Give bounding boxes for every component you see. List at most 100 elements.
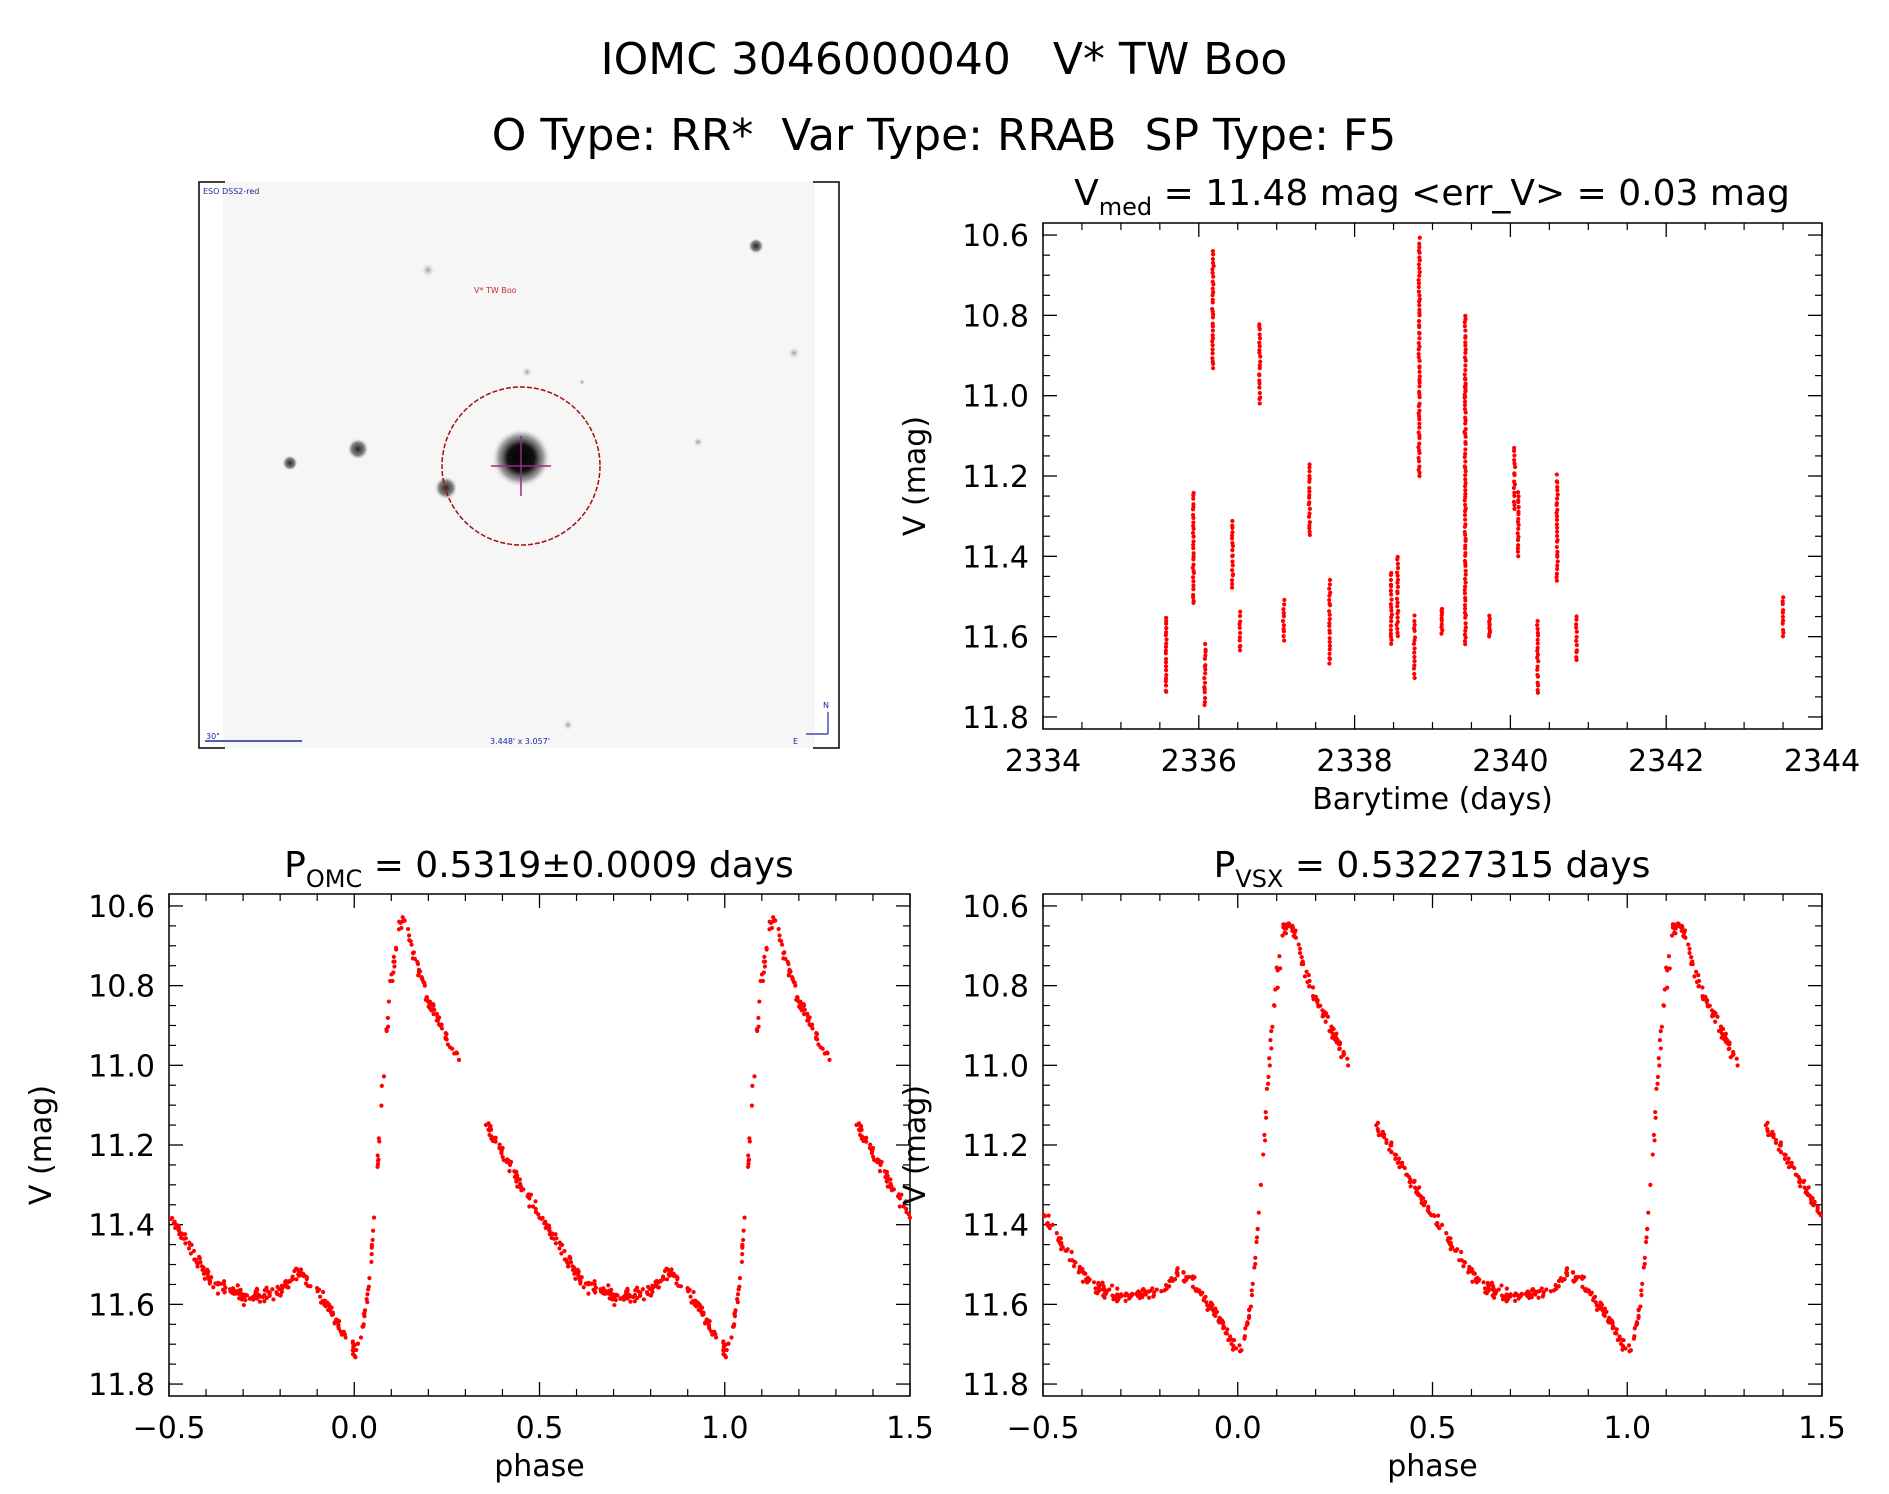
data-point bbox=[1230, 581, 1235, 587]
data-point bbox=[604, 1291, 609, 1296]
data-point bbox=[1505, 1292, 1510, 1297]
data-point bbox=[864, 1135, 869, 1140]
data-point bbox=[1516, 512, 1521, 517]
data-point bbox=[1163, 664, 1169, 669]
data-point bbox=[1417, 258, 1422, 263]
data-point bbox=[209, 1275, 214, 1280]
data-point bbox=[824, 1050, 830, 1055]
data-point bbox=[1202, 664, 1208, 669]
data-point bbox=[632, 1292, 638, 1298]
data-point bbox=[334, 1319, 339, 1324]
data-point bbox=[1388, 631, 1394, 636]
data-point bbox=[1416, 445, 1421, 450]
data-point bbox=[1536, 1295, 1541, 1300]
data-point bbox=[525, 1194, 530, 1199]
data-point bbox=[1417, 324, 1422, 330]
data-point bbox=[1555, 559, 1560, 564]
data-point bbox=[1417, 380, 1422, 385]
data-point bbox=[1541, 1292, 1546, 1298]
data-point bbox=[1773, 1140, 1779, 1146]
data-point bbox=[1606, 1317, 1611, 1322]
data-point bbox=[1535, 637, 1540, 642]
data-point bbox=[1237, 635, 1242, 640]
data-point bbox=[215, 1291, 221, 1296]
data-point bbox=[1389, 1149, 1394, 1154]
data-point bbox=[1388, 634, 1394, 639]
x-tick-label: 1.0 bbox=[1603, 1411, 1651, 1446]
data-point bbox=[721, 1344, 726, 1350]
data-point bbox=[351, 1344, 356, 1350]
data-point bbox=[764, 947, 769, 952]
data-point bbox=[1450, 1245, 1455, 1250]
data-point bbox=[1535, 626, 1540, 632]
data-point bbox=[570, 1267, 576, 1273]
data-point bbox=[1512, 461, 1517, 466]
data-point bbox=[777, 933, 782, 938]
data-point bbox=[1463, 347, 1468, 352]
y-tick-label: 11.2 bbox=[962, 460, 1029, 495]
data-point bbox=[1621, 1338, 1626, 1343]
phase-vsx-chart: PVSX = 0.53227315 days −0.5 0.0 0.5 1.0 1.5 10… bbox=[898, 845, 1846, 1484]
data-point bbox=[1146, 1295, 1152, 1300]
compass-icon: N E bbox=[793, 701, 829, 746]
data-point bbox=[497, 1142, 502, 1147]
data-point bbox=[709, 1329, 714, 1334]
data-point bbox=[1689, 955, 1694, 960]
data-point bbox=[1463, 328, 1468, 333]
data-point bbox=[1437, 1225, 1442, 1231]
data-point bbox=[1395, 604, 1400, 609]
data-point bbox=[1786, 1156, 1791, 1161]
data-point bbox=[1626, 1343, 1632, 1348]
data-point bbox=[1412, 671, 1417, 677]
data-point bbox=[1197, 1288, 1202, 1293]
data-point bbox=[1535, 618, 1540, 624]
data-point bbox=[320, 1298, 325, 1304]
data-point bbox=[443, 1035, 448, 1041]
data-point bbox=[1462, 1260, 1468, 1265]
data-point bbox=[1512, 445, 1517, 451]
data-point bbox=[722, 1348, 727, 1353]
data-point bbox=[1091, 1280, 1097, 1285]
data-point bbox=[1299, 955, 1304, 960]
data-point bbox=[1252, 1265, 1257, 1270]
data-point bbox=[1439, 1222, 1445, 1227]
data-point bbox=[1470, 1279, 1475, 1284]
data-point bbox=[1617, 1334, 1622, 1339]
data-point bbox=[1780, 614, 1785, 619]
data-point bbox=[790, 976, 795, 981]
data-point bbox=[669, 1267, 674, 1272]
data-point bbox=[1280, 933, 1285, 938]
data-point bbox=[241, 1302, 246, 1308]
data-point bbox=[1384, 1140, 1389, 1146]
data-point bbox=[1620, 1343, 1626, 1348]
data-point bbox=[1389, 619, 1394, 624]
data-point bbox=[406, 933, 412, 938]
data-point bbox=[740, 1242, 745, 1248]
data-point bbox=[1163, 679, 1168, 684]
data-point bbox=[419, 976, 425, 981]
data-point bbox=[1115, 1292, 1121, 1297]
data-point bbox=[203, 1270, 209, 1275]
data-point bbox=[581, 1285, 586, 1290]
data-point bbox=[1389, 641, 1394, 646]
data-point bbox=[1110, 1293, 1115, 1298]
data-point bbox=[1462, 603, 1468, 608]
data-point bbox=[557, 1246, 562, 1251]
data-point bbox=[1504, 1296, 1510, 1301]
data-point bbox=[1394, 570, 1400, 575]
figure-subtitle: O Type: RR* Var Type: RRAB SP Type: F5 bbox=[492, 110, 1396, 161]
data-point bbox=[1555, 554, 1560, 559]
data-point bbox=[1425, 1208, 1431, 1213]
data-point bbox=[1229, 585, 1235, 590]
data-point bbox=[369, 1251, 374, 1257]
data-point bbox=[1554, 1286, 1559, 1291]
data-point bbox=[1327, 597, 1332, 603]
data-point bbox=[1395, 633, 1400, 639]
data-point bbox=[1651, 1132, 1656, 1138]
data-point bbox=[1653, 1115, 1658, 1120]
data-point bbox=[806, 1016, 811, 1021]
data-point bbox=[1164, 615, 1169, 621]
data-point bbox=[257, 1299, 263, 1304]
data-point bbox=[742, 1215, 747, 1220]
data-point bbox=[1771, 1132, 1776, 1137]
